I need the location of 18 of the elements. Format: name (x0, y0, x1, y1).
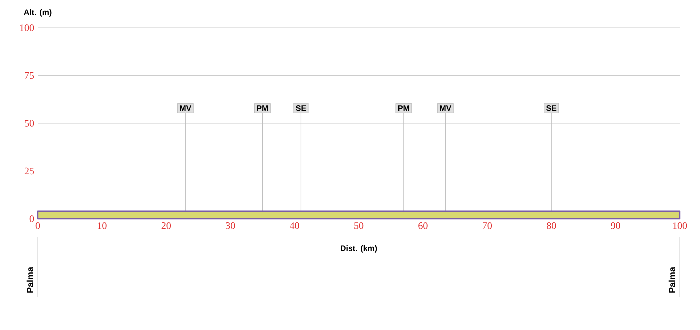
x-tick-label: 10 (98, 222, 107, 230)
y-tick-label: 100 (20, 24, 34, 32)
text: Palma (26, 267, 34, 293)
y-tick-label: 25 (24, 168, 34, 175)
x-tick-label: 50 (354, 222, 364, 230)
x-tick-label: 0 (36, 222, 40, 230)
x-tick-label: 30 (226, 222, 236, 230)
y-tick-label: 0 (30, 216, 34, 222)
y-tick-label: 75 (25, 72, 34, 80)
x-tick-label: 60 (418, 222, 428, 230)
x-tick-label: 80 (547, 222, 556, 230)
x-tick-label: 40 (290, 222, 300, 230)
y-tick-label: 50 (25, 120, 34, 127)
x-tick-label: 70 (483, 222, 492, 230)
x-tick-label: 20 (162, 222, 172, 230)
text: Palma (668, 267, 676, 293)
x-tick-label: 90 (611, 222, 620, 230)
x-tick-label: 100 (673, 222, 688, 230)
